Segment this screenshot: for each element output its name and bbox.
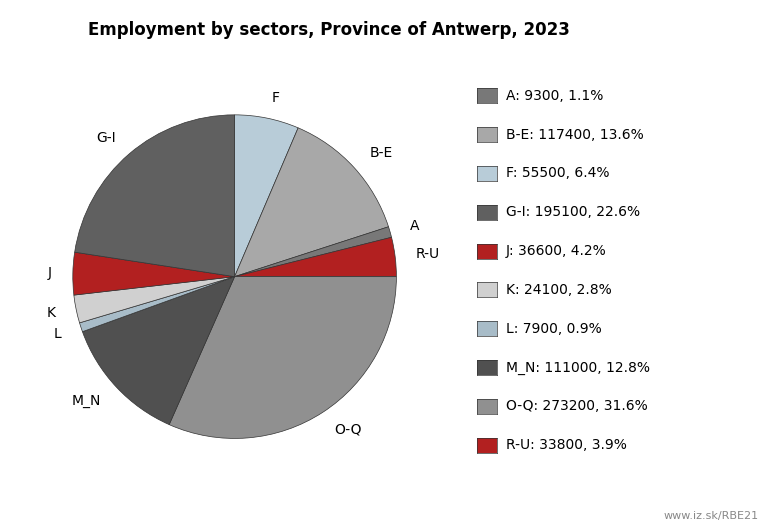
- Wedge shape: [169, 277, 396, 438]
- Text: F: 55500, 6.4%: F: 55500, 6.4%: [506, 167, 609, 180]
- Text: O-Q: O-Q: [335, 423, 362, 437]
- Text: J: 36600, 4.2%: J: 36600, 4.2%: [506, 244, 607, 258]
- Text: Employment by sectors, Province of Antwerp, 2023: Employment by sectors, Province of Antwe…: [88, 21, 569, 39]
- Text: L: L: [53, 327, 61, 341]
- Wedge shape: [80, 277, 235, 331]
- Wedge shape: [74, 115, 235, 277]
- Text: F: F: [271, 90, 279, 104]
- Text: K: 24100, 2.8%: K: 24100, 2.8%: [506, 283, 612, 297]
- Text: L: 7900, 0.9%: L: 7900, 0.9%: [506, 322, 601, 336]
- Text: R-U: R-U: [416, 247, 440, 261]
- Wedge shape: [82, 277, 235, 425]
- Text: A: A: [411, 219, 420, 233]
- Wedge shape: [235, 128, 389, 277]
- Text: G-I: G-I: [96, 131, 116, 145]
- Text: R-U: 33800, 3.9%: R-U: 33800, 3.9%: [506, 438, 627, 452]
- Text: K: K: [46, 306, 56, 320]
- Wedge shape: [235, 237, 396, 277]
- Text: O-Q: 273200, 31.6%: O-Q: 273200, 31.6%: [506, 400, 647, 413]
- Text: J: J: [48, 266, 52, 280]
- Text: M_N: M_N: [71, 394, 101, 409]
- Text: A: 9300, 1.1%: A: 9300, 1.1%: [506, 89, 604, 103]
- Wedge shape: [235, 115, 298, 277]
- Text: M_N: 111000, 12.8%: M_N: 111000, 12.8%: [506, 361, 650, 375]
- Wedge shape: [235, 227, 392, 277]
- Text: www.iz.sk/RBE21: www.iz.sk/RBE21: [663, 511, 759, 521]
- Text: B-E: 117400, 13.6%: B-E: 117400, 13.6%: [506, 128, 644, 142]
- Wedge shape: [73, 252, 235, 295]
- Wedge shape: [74, 277, 235, 323]
- Text: B-E: B-E: [370, 146, 393, 160]
- Text: G-I: 195100, 22.6%: G-I: 195100, 22.6%: [506, 205, 640, 219]
